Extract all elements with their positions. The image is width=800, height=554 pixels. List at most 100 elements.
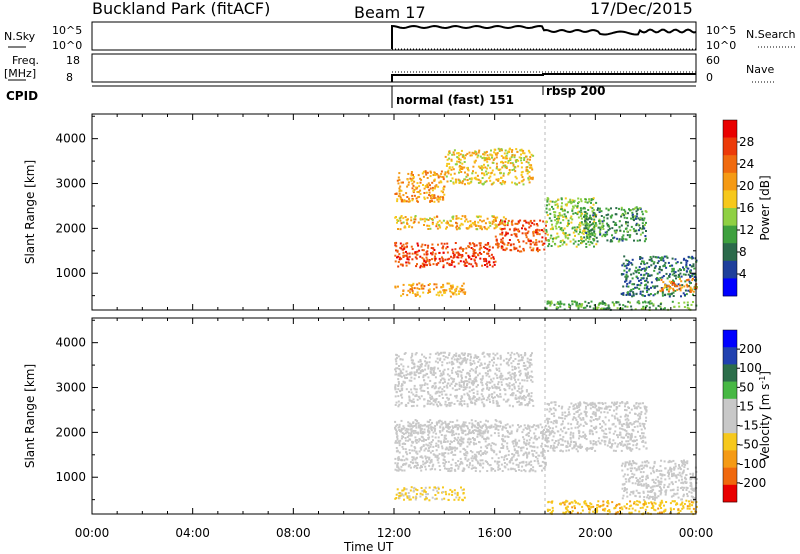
echo-cell bbox=[472, 248, 475, 251]
echo-cell bbox=[521, 390, 524, 393]
echo-cell bbox=[607, 213, 610, 216]
echo-cell bbox=[420, 386, 423, 389]
echo-cell bbox=[630, 225, 633, 228]
echo-cell bbox=[623, 208, 626, 211]
echo-cell bbox=[483, 362, 486, 365]
echo-cell bbox=[625, 446, 628, 449]
echo-cell bbox=[410, 216, 413, 219]
echo-cell bbox=[403, 498, 405, 501]
echo-cell bbox=[425, 186, 428, 188]
echo-cell bbox=[598, 230, 601, 233]
echo-cell bbox=[419, 430, 422, 432]
echo-cell bbox=[631, 283, 634, 286]
echo-cell bbox=[548, 410, 551, 413]
echo-cell bbox=[693, 487, 696, 490]
echo-cell bbox=[454, 248, 457, 251]
echo-cell bbox=[468, 151, 471, 154]
echo-cell bbox=[423, 220, 426, 223]
echo-cell bbox=[520, 354, 523, 357]
echo-cell bbox=[528, 376, 531, 379]
echo-cell bbox=[576, 405, 578, 408]
echo-cell bbox=[630, 209, 633, 212]
echo-cell bbox=[402, 365, 405, 368]
echo-cell bbox=[634, 435, 637, 438]
echo-cell bbox=[450, 173, 452, 176]
echo-cell bbox=[632, 291, 635, 294]
echo-cell bbox=[548, 243, 551, 246]
echo-cell bbox=[587, 228, 589, 231]
echo-cell bbox=[511, 440, 514, 443]
echo-cell bbox=[435, 225, 438, 228]
echo-cell bbox=[444, 400, 447, 403]
echo-cell bbox=[631, 277, 634, 280]
echo-cell bbox=[624, 280, 626, 283]
echo-cell bbox=[635, 444, 638, 447]
echo-cell bbox=[589, 221, 591, 223]
echo-cell bbox=[537, 250, 539, 253]
echo-cell bbox=[406, 431, 409, 433]
echo-cell bbox=[422, 184, 424, 186]
echo-cell bbox=[434, 174, 437, 176]
echo-cell bbox=[649, 256, 652, 258]
echo-cell bbox=[488, 398, 491, 401]
echo-cell bbox=[411, 367, 413, 370]
echo-cell bbox=[563, 426, 566, 429]
echo-cell bbox=[400, 419, 403, 422]
echo-cell bbox=[394, 426, 396, 429]
echo-cell bbox=[483, 245, 485, 248]
echo-cell bbox=[515, 443, 518, 446]
colorbar-tick-label: 8 bbox=[739, 245, 747, 259]
echo-cell bbox=[457, 262, 460, 265]
echo-cell bbox=[401, 387, 404, 390]
echo-cell bbox=[429, 227, 432, 230]
echo-cell bbox=[614, 403, 617, 405]
echo-cell bbox=[436, 490, 439, 493]
echo-cell bbox=[673, 305, 676, 308]
echo-cell bbox=[640, 269, 643, 272]
echo-cell bbox=[429, 217, 431, 220]
echo-cell bbox=[407, 365, 410, 368]
echo-cell bbox=[571, 209, 574, 212]
echo-cell bbox=[654, 482, 657, 485]
echo-cell bbox=[668, 295, 671, 298]
y-tick-label: 4000 bbox=[55, 132, 86, 146]
echo-cell bbox=[568, 303, 570, 306]
echo-cell bbox=[444, 403, 447, 406]
echo-cell bbox=[517, 159, 520, 162]
echo-cell bbox=[412, 461, 415, 464]
echo-cell bbox=[421, 493, 424, 496]
echo-cell bbox=[414, 461, 417, 464]
echo-cell bbox=[404, 226, 407, 229]
echo-cell bbox=[462, 154, 465, 157]
echo-cell bbox=[410, 174, 413, 177]
echo-cell bbox=[545, 418, 548, 421]
echo-cell bbox=[476, 451, 479, 454]
echo-cell bbox=[428, 288, 431, 291]
echo-cell bbox=[431, 426, 434, 429]
echo-cell bbox=[634, 286, 637, 289]
station-title: Buckland Park (fitACF) bbox=[92, 0, 270, 18]
echo-cell bbox=[450, 463, 453, 466]
echo-cell bbox=[403, 247, 406, 250]
echo-cell bbox=[485, 426, 488, 428]
echo-cell bbox=[414, 293, 417, 296]
echo-cell bbox=[589, 232, 592, 235]
echo-cell bbox=[415, 456, 418, 459]
echo-cell bbox=[453, 149, 456, 152]
echo-cell bbox=[414, 388, 417, 391]
echo-cell bbox=[419, 255, 422, 258]
echo-cell bbox=[502, 398, 505, 401]
echo-cell bbox=[494, 152, 497, 155]
echo-cell bbox=[477, 424, 480, 427]
echo-cell bbox=[509, 460, 512, 462]
echo-cell bbox=[591, 228, 594, 231]
echo-cell bbox=[406, 223, 409, 225]
echo-cell bbox=[447, 169, 450, 172]
echo-cell bbox=[513, 445, 516, 448]
echo-cell bbox=[455, 228, 458, 231]
echo-cell bbox=[549, 427, 552, 430]
echo-cell bbox=[471, 255, 474, 258]
echo-cell bbox=[496, 216, 499, 219]
echo-cell bbox=[402, 243, 405, 246]
echo-cell bbox=[620, 464, 623, 467]
